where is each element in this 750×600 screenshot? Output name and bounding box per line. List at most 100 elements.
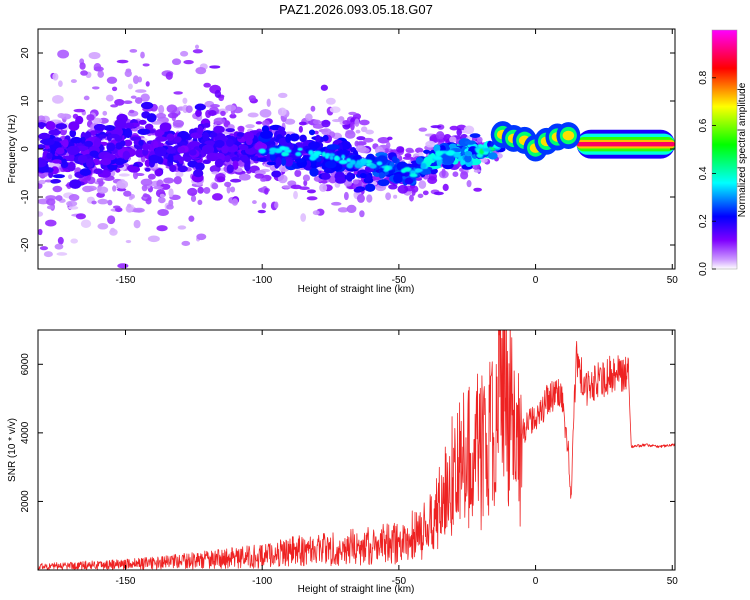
colorbar-tick-label: 0.0 (698, 262, 709, 276)
spectrogram-speckle (123, 190, 132, 197)
spectrogram-core (123, 139, 133, 147)
spectrogram-speckle (123, 100, 133, 104)
spectrogram-speckle (321, 128, 332, 136)
spectrogram-highlight (308, 150, 314, 156)
spectrogram-speckle (298, 121, 307, 126)
spectrogram-speckle (211, 171, 220, 175)
spectrogram-speckle (231, 198, 239, 206)
spectrogram-speckle (124, 70, 132, 78)
spectrogram-highlight (420, 162, 427, 169)
y-tick-label: -20 (20, 237, 31, 252)
spectrogram-highlight (279, 146, 286, 151)
spectrogram-core (166, 147, 177, 154)
spectrogram-speckle (287, 180, 297, 187)
spectrogram-speckle (247, 112, 259, 118)
spectrogram-speckle (377, 137, 390, 144)
spectrogram-core (103, 124, 116, 131)
spectrogram-core (309, 167, 319, 177)
spectrogram-speckle (331, 119, 342, 123)
spectrogram-core (365, 183, 376, 192)
spectrogram-core (232, 160, 239, 170)
spectrogram-speckle (329, 106, 341, 113)
spectrogram-core (38, 158, 47, 168)
spectrogram-core (48, 129, 61, 136)
spectrogram-highlight (433, 155, 442, 160)
spectrogram-speckle (261, 202, 267, 209)
spectrogram-speckle (224, 181, 232, 188)
spectrogram-speckle (180, 50, 189, 57)
spectrogram-speckle (300, 213, 307, 222)
spectrogram-core (61, 158, 67, 165)
spectrogram-speckle (203, 82, 211, 88)
spectrogram-speckle (137, 76, 143, 83)
spectrogram-speckle (38, 228, 43, 236)
spectrogram-speckle (145, 81, 150, 87)
spectrogram-core (115, 142, 123, 150)
spectrogram-speckle (344, 130, 356, 139)
spectrogram-speckle (68, 174, 73, 180)
spectrogram-speckle (208, 109, 217, 117)
spectrogram-speckle (83, 95, 90, 101)
spectrogram-speckle (116, 59, 129, 64)
spectrogram-speckle (128, 109, 135, 114)
spectrogram-speckle (313, 130, 319, 135)
spectrogram-speckle (133, 207, 145, 213)
spectrogram-speckle (409, 194, 414, 202)
x-tick-label: -50 (392, 275, 407, 286)
spectrogram-speckle (55, 195, 63, 201)
spectrogram-highlight (435, 150, 444, 156)
spectrogram-speckle (342, 120, 351, 125)
spectrogram-core (124, 128, 133, 139)
spectrogram-speckle (216, 176, 226, 183)
spectrogram-core (469, 133, 481, 138)
spectrogram-speckle (197, 199, 203, 206)
spectrogram-highlight (403, 167, 412, 172)
spectrogram-speckle (220, 110, 226, 116)
spectrogram-speckle (473, 187, 482, 192)
spectrogram-speckle (277, 92, 288, 98)
spectrogram-speckle (352, 179, 359, 185)
spectrogram-core (352, 155, 362, 161)
spectrogram-core (159, 122, 172, 132)
spectrogram-speckle (365, 129, 374, 135)
spectrogram-core (340, 140, 352, 150)
spectrogram-core (86, 158, 94, 169)
y-tick-label: -10 (20, 189, 31, 204)
spectrogram-core (177, 165, 188, 173)
spectrogram-core (202, 131, 210, 141)
spectrogram-core (155, 136, 168, 142)
spectrogram-core (280, 157, 287, 167)
spectrogram-core (275, 157, 282, 167)
spectrogram-speckle (211, 193, 223, 201)
spectrogram-core (336, 149, 350, 158)
spectrogram-speckle (459, 167, 464, 172)
spectrogram-speckle (134, 97, 143, 104)
spectrogram-speckle (366, 194, 373, 203)
spectrogram-speckle (156, 225, 168, 232)
spectrogram-speckle (86, 114, 95, 122)
spectrogram-transition (562, 130, 575, 141)
spectrogram-core (142, 143, 150, 151)
spectrogram-speckle (172, 119, 185, 128)
spectrogram-core (177, 146, 186, 154)
spectrogram-highlight (269, 147, 278, 153)
spectrogram-speckle (306, 189, 316, 194)
spectrogram-core (203, 122, 211, 128)
spectrogram-speckle (57, 236, 64, 245)
spectrogram-speckle (388, 184, 398, 190)
spectrogram-core (114, 158, 125, 166)
spectrogram-core (201, 144, 215, 155)
spectrogram-speckle (52, 94, 64, 104)
spectrogram-speckle (354, 118, 360, 127)
spectrogram-core (109, 133, 120, 139)
spectrogram-speckle (140, 51, 145, 59)
spectrogram-speckle (107, 199, 113, 206)
spectrogram-speckle (337, 207, 349, 213)
spectrogram-speckle (237, 125, 245, 132)
spectrogram-speckle (449, 125, 459, 131)
spectrogram-speckle (168, 188, 174, 198)
spectrogram-core (308, 141, 321, 149)
spectrogram-core (285, 133, 292, 144)
colorbar: 0.0 0.2 0.4 0.6 0.8 Normalized spectral ampl… (698, 29, 748, 276)
